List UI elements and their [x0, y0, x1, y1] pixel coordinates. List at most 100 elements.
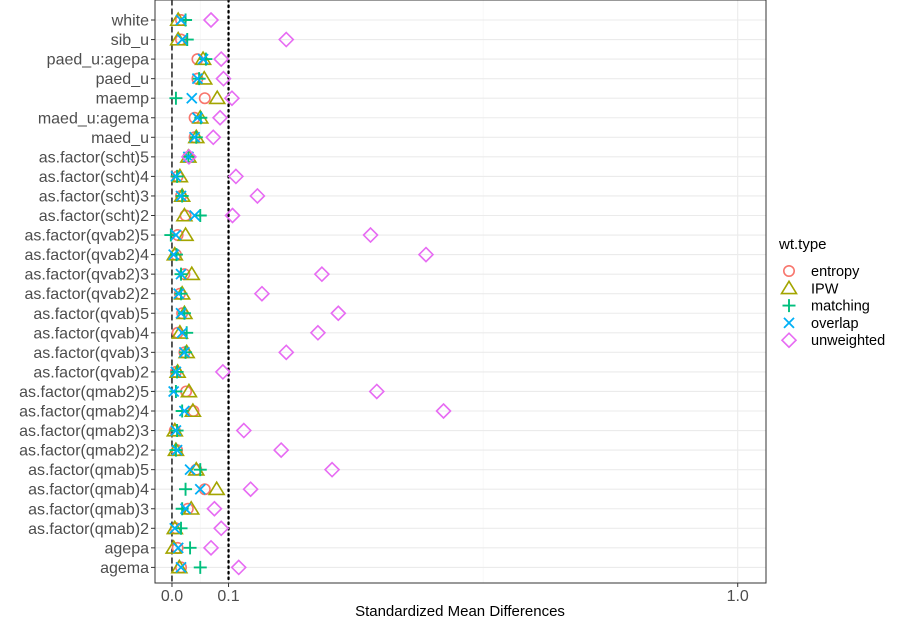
data-point-unweighted	[214, 363, 232, 381]
data-point-matching	[175, 404, 189, 418]
data-point-matching	[174, 287, 188, 301]
y-tick-label: as.factor(scht)5	[39, 149, 149, 166]
data-point-matching	[169, 384, 183, 398]
legend-key-matching	[782, 299, 796, 313]
y-tick-label: as.factor(scht)2	[39, 208, 149, 225]
data-point-matching	[183, 541, 197, 555]
x-tick-label: 1.0	[727, 588, 749, 605]
legend-item-unweighted: unweighted	[780, 332, 885, 349]
legend-key-overlap	[783, 317, 795, 329]
data-point-matching	[179, 482, 193, 496]
data-point-unweighted	[224, 207, 241, 224]
plot-panel	[154, 0, 767, 584]
data-point-overlap	[194, 483, 206, 495]
data-point-IPW	[183, 402, 202, 418]
data-point-unweighted	[213, 50, 230, 68]
data-point-IPW	[180, 382, 198, 398]
y-tick-label: agema	[100, 560, 149, 577]
data-point-unweighted	[253, 285, 271, 302]
y-tick-label: as.factor(qmab)3	[28, 501, 149, 518]
data-point-IPW	[175, 206, 194, 222]
y-tick-label: as.factor(qmab)2	[28, 521, 149, 538]
data-point-overlap	[175, 307, 187, 319]
data-point-unweighted	[206, 500, 223, 517]
y-tick-label: as.factor(qvab)2	[33, 364, 149, 381]
data-point-unweighted	[273, 441, 290, 459]
data-point-overlap	[184, 464, 196, 476]
y-tick-label: as.factor(qmab2)3	[19, 423, 149, 440]
data-point-unweighted	[249, 187, 266, 205]
data-point-overlap	[168, 248, 180, 261]
y-tick-label: as.factor(qvab)3	[33, 345, 149, 362]
data-point-unweighted	[213, 520, 230, 537]
data-point-unweighted	[313, 266, 331, 283]
data-point-overlap	[168, 385, 180, 398]
data-point-matching	[169, 91, 183, 105]
y-tick-label: paed_u:agepa	[47, 52, 149, 69]
data-point-overlap	[178, 405, 191, 417]
plot-panel-border	[154, 0, 767, 584]
data-point-unweighted	[330, 305, 347, 322]
series-overlap	[168, 14, 209, 574]
data-point-IPW	[176, 226, 195, 242]
data-point-unweighted	[202, 11, 220, 29]
legend-item-entropy: entropy	[782, 264, 860, 280]
data-points	[164, 11, 452, 576]
legend-item-matching: matching	[782, 299, 870, 315]
legend-label: IPW	[811, 281, 839, 297]
y-tick-label: maed_u	[91, 130, 149, 147]
data-point-IPW	[207, 480, 226, 496]
data-point-unweighted	[205, 129, 222, 146]
y-tick-label: as.factor(qmab2)4	[19, 404, 149, 421]
data-point-overlap	[179, 503, 192, 515]
data-point-unweighted	[309, 324, 327, 341]
legend-label: entropy	[811, 264, 860, 280]
legend-key-entropy	[782, 264, 795, 277]
legend-key-unweighted	[780, 332, 798, 349]
data-point-matching	[189, 130, 203, 144]
y-tick-label: as.factor(qmab)5	[28, 462, 149, 479]
y-tick-label: as.factor(qvab)4	[33, 325, 149, 342]
data-point-unweighted	[242, 481, 259, 498]
data-point-overlap	[170, 366, 182, 378]
data-point-matching	[174, 521, 188, 535]
data-point-overlap	[169, 522, 181, 534]
data-point-overlap	[191, 112, 204, 124]
y-tick-label: as.factor(qvab2)3	[24, 267, 149, 284]
y-tick-label: as.factor(qvab2)5	[24, 228, 149, 245]
y-tick-label: as.factor(scht)4	[39, 169, 149, 186]
data-point-unweighted	[211, 109, 229, 126]
data-point-overlap	[170, 170, 182, 183]
data-point-overlap	[171, 444, 183, 456]
y-tick-label: as.factor(qmab2)2	[19, 443, 149, 460]
data-point-unweighted	[230, 559, 247, 576]
y-tick-label: sib_u	[111, 32, 149, 49]
x-axis-ticks: 0.0 0.1 1.0	[161, 583, 749, 605]
legend-item-IPW: IPW	[780, 279, 839, 297]
legend-label: unweighted	[811, 333, 885, 349]
y-tick-label: as.factor(qvab)5	[33, 306, 149, 323]
y-tick-label: as.factor(scht)3	[39, 188, 149, 205]
y-tick-label: white	[111, 13, 149, 30]
y-tick-label: maed_u:agema	[38, 110, 149, 127]
data-point-unweighted	[368, 383, 385, 400]
data-point-unweighted	[227, 168, 245, 185]
data-point-matching	[169, 248, 183, 262]
y-tick-label: as.factor(qvab2)2	[24, 286, 149, 303]
data-point-overlap	[188, 131, 201, 143]
x-tick-label: 0.0	[161, 588, 183, 605]
data-point-overlap	[176, 33, 188, 46]
legend-key-IPW	[780, 279, 798, 295]
data-point-overlap	[172, 542, 184, 554]
data-point-matching	[199, 52, 213, 66]
data-point-unweighted	[278, 31, 295, 48]
data-point-overlap	[170, 424, 182, 437]
y-tick-label: as.factor(qmab2)5	[19, 384, 149, 401]
data-point-overlap	[186, 92, 198, 104]
data-point-matching	[193, 560, 207, 574]
legend-title: wt.type	[778, 236, 827, 253]
y-tick-label: agepa	[105, 540, 150, 557]
